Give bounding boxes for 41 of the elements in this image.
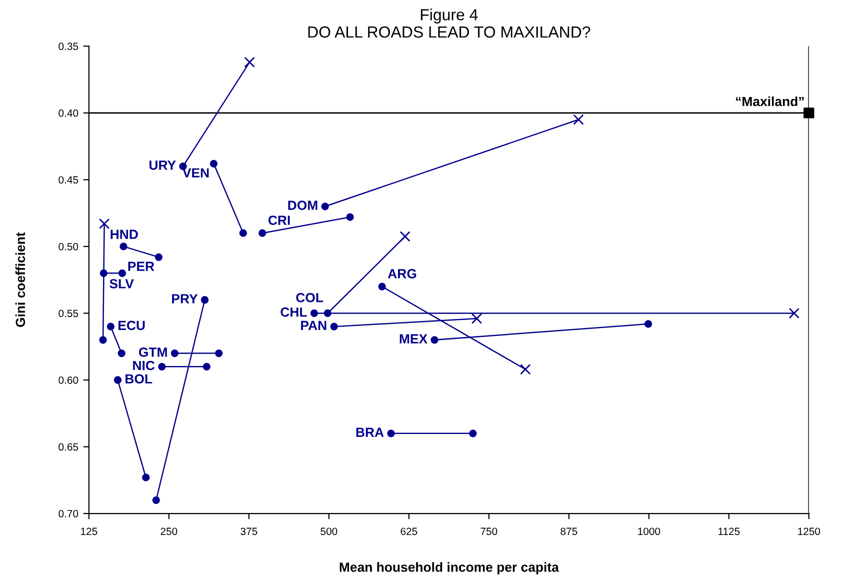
x-tick-label: 625 [400, 528, 418, 536]
x-tick-label: 125 [81, 528, 98, 536]
y-tick-label: 0.35 [58, 42, 78, 50]
series-label: PER [128, 262, 154, 271]
series-label: NIC [133, 360, 155, 370]
x-tick-label: 875 [560, 528, 578, 536]
x-tick-label: 375 [240, 528, 258, 536]
y-tick-label: 0.65 [58, 443, 78, 451]
series-label: SLV [110, 279, 134, 288]
chart-title: Figure 4 [420, 8, 478, 24]
series-label: VEN [182, 168, 209, 178]
y-tick-label: 0.40 [58, 109, 78, 117]
x-axis-title: Mean household income per capita [340, 562, 559, 574]
y-tick-label: 0.55 [58, 310, 78, 318]
series-label: BOL [126, 374, 152, 384]
x-tick-label: 250 [160, 528, 178, 536]
series-label: DOM [288, 200, 318, 210]
x-tick-label: 1250 [798, 528, 820, 536]
y-tick-label: 0.50 [58, 242, 78, 250]
series-label: HND [110, 230, 138, 239]
y-axis-title: Gini coefficient [15, 232, 26, 327]
series-label: PRY [172, 294, 198, 304]
x-tick-label: 750 [480, 528, 498, 536]
series-label: ARG [388, 269, 416, 278]
x-tick-label: 1000 [638, 528, 660, 536]
series-label: “Maxiland” [736, 96, 804, 106]
series-label: MEX [400, 334, 428, 344]
series-label: PAN [301, 320, 326, 330]
y-tick-label: 0.70 [58, 510, 78, 518]
series-label: BRA [356, 428, 384, 437]
series-label: GTM [138, 347, 167, 357]
y-tick-label: 0.45 [58, 176, 78, 184]
chart-subtitle: DO ALL ROADS LEAD TO MAXILAND? [308, 26, 590, 38]
series-label: ECU [118, 320, 145, 330]
x-tick-label: 1125 [718, 528, 740, 536]
x-tick-label: 500 [320, 528, 338, 536]
y-tick-label: 0.60 [58, 376, 78, 384]
series-label: URY [149, 160, 176, 170]
series-label: CHL [280, 307, 307, 317]
series-label: COL [296, 292, 324, 302]
series-label: CRI [268, 216, 290, 225]
